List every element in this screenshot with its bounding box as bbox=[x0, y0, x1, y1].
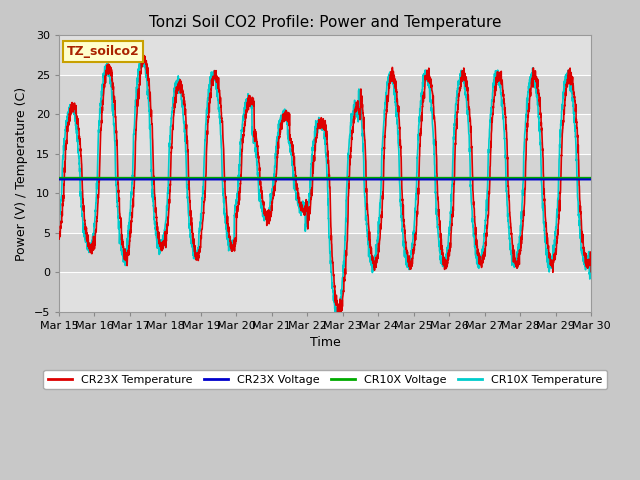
CR10X Voltage bbox=[259, 175, 267, 181]
CR10X Voltage bbox=[55, 175, 63, 181]
Line: CR23X Temperature: CR23X Temperature bbox=[59, 56, 591, 317]
CR23X Voltage bbox=[116, 177, 124, 182]
CR10X Temperature bbox=[138, 52, 146, 58]
Bar bbox=[59, 75, 591, 114]
CR10X Temperature bbox=[335, 315, 343, 321]
Line: CR10X Temperature: CR10X Temperature bbox=[59, 55, 591, 318]
CR23X Temperature bbox=[259, 201, 267, 207]
CR10X Temperature bbox=[55, 215, 63, 221]
CR10X Voltage bbox=[147, 175, 155, 181]
CR23X Temperature bbox=[577, 216, 585, 221]
CR10X Voltage bbox=[282, 175, 290, 181]
Y-axis label: Power (V) / Temperature (C): Power (V) / Temperature (C) bbox=[15, 86, 28, 261]
CR10X Voltage bbox=[577, 175, 584, 181]
CR23X Temperature bbox=[55, 230, 63, 236]
Title: Tonzi Soil CO2 Profile: Power and Temperature: Tonzi Soil CO2 Profile: Power and Temper… bbox=[149, 15, 501, 30]
CR10X Temperature bbox=[116, 234, 124, 240]
CR10X Temperature bbox=[588, 264, 595, 269]
Text: TZ_soilco2: TZ_soilco2 bbox=[67, 45, 140, 58]
CR10X Temperature bbox=[148, 167, 156, 172]
CR23X Temperature bbox=[588, 269, 595, 275]
CR10X Temperature bbox=[577, 247, 585, 253]
CR23X Voltage bbox=[259, 177, 267, 182]
Bar bbox=[59, 193, 591, 233]
CR23X Voltage bbox=[55, 177, 63, 182]
Bar bbox=[59, 36, 591, 75]
CR10X Temperature bbox=[520, 149, 527, 155]
CR23X Temperature bbox=[116, 211, 124, 216]
CR23X Temperature bbox=[335, 314, 343, 320]
CR10X Voltage bbox=[116, 175, 124, 181]
CR10X Voltage bbox=[520, 175, 527, 181]
Bar bbox=[59, 233, 591, 272]
Bar bbox=[59, 114, 591, 154]
CR23X Temperature bbox=[140, 53, 148, 59]
CR23X Voltage bbox=[520, 177, 527, 182]
Bar bbox=[59, 154, 591, 193]
CR10X Voltage bbox=[588, 175, 595, 181]
Legend: CR23X Temperature, CR23X Voltage, CR10X Voltage, CR10X Temperature: CR23X Temperature, CR23X Voltage, CR10X … bbox=[44, 370, 607, 389]
CR23X Temperature bbox=[282, 108, 290, 114]
X-axis label: Time: Time bbox=[310, 336, 340, 349]
Bar bbox=[59, 272, 591, 312]
CR23X Voltage bbox=[588, 177, 595, 182]
CR23X Voltage bbox=[147, 177, 155, 182]
CR23X Voltage bbox=[282, 177, 290, 182]
CR10X Temperature bbox=[282, 108, 290, 114]
CR23X Temperature bbox=[520, 213, 527, 218]
CR23X Voltage bbox=[577, 177, 584, 182]
CR10X Temperature bbox=[259, 214, 267, 219]
CR23X Temperature bbox=[148, 108, 156, 113]
